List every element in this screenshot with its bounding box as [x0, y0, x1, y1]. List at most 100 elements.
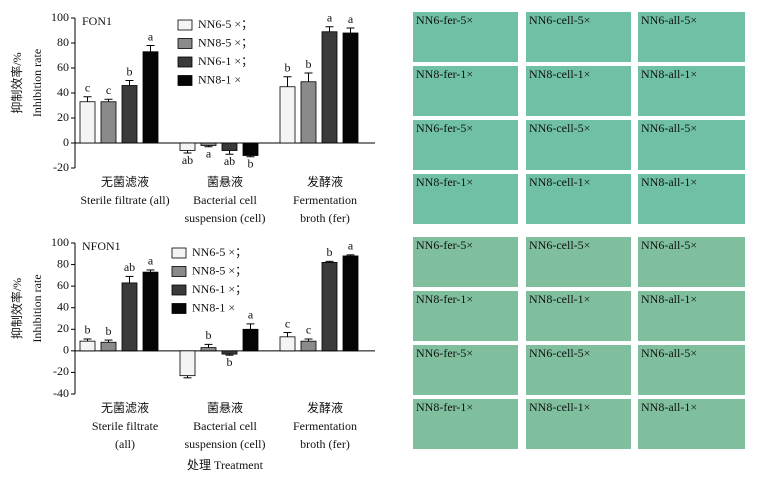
micrograph — [638, 174, 745, 224]
x-tick-label: Fermentation — [293, 193, 357, 207]
micrograph — [638, 291, 745, 341]
micrograph-label: NN8-cell-1× — [529, 292, 590, 306]
bar — [200, 347, 217, 352]
bar — [121, 282, 138, 352]
micrograph — [638, 66, 745, 116]
micrograph-label: NN6-cell-5× — [529, 238, 590, 252]
significance-letter: b — [106, 324, 112, 338]
y-tick-label: 60 — [57, 278, 69, 292]
bar — [142, 51, 159, 144]
x-tick-label: suspension (cell) — [185, 437, 266, 451]
significance-letter: ab — [124, 260, 135, 274]
y-axis-label: Inhibition rate — [30, 274, 44, 342]
x-tick-label: Sterile filtrate (all) — [80, 193, 169, 207]
significance-letter: b — [206, 328, 212, 342]
micrograph-label: NN6-cell-5× — [529, 346, 590, 360]
significance-letter: c — [285, 316, 290, 330]
legend-label: NN6-5 ×； — [198, 17, 253, 31]
x-tick-label: Fermentation — [293, 419, 357, 433]
y-axis-label: 抑制效率/% — [9, 52, 24, 113]
micrograph-label: NN8-all-1× — [641, 175, 697, 189]
micrograph — [638, 120, 745, 170]
micrograph-label: NN6-all-5× — [641, 346, 697, 360]
micrograph — [413, 12, 518, 62]
micrograph-label: NN6-cell-5× — [529, 121, 590, 135]
significance-letter: a — [248, 308, 254, 322]
micrograph-label: NN8-all-1× — [641, 292, 697, 306]
micrograph-label: NN6-fer-5× — [416, 238, 473, 252]
legend-swatch — [177, 19, 193, 31]
bar — [279, 86, 296, 144]
legend-label: NN6-1 ×； — [192, 282, 247, 296]
x-tick-label: broth (fer) — [300, 211, 350, 225]
x-tick-label: 无菌滤液 — [101, 174, 149, 189]
y-tick-label: 80 — [57, 35, 69, 49]
micrograph — [413, 345, 518, 395]
x-tick-label: 发酵液 — [307, 400, 343, 415]
significance-letter: b — [327, 245, 333, 259]
x-tick-label: (all) — [115, 437, 135, 451]
y-tick-label: 40 — [57, 299, 69, 313]
x-axis-label: 处理 Treatment — [187, 458, 264, 472]
bar — [79, 340, 96, 352]
y-axis-label: Inhibition rate — [30, 49, 44, 117]
bar — [121, 85, 138, 144]
legend-swatch — [177, 56, 193, 68]
significance-letter: ab — [182, 153, 193, 167]
bar — [300, 81, 317, 144]
micrograph — [526, 66, 631, 116]
bar — [179, 350, 196, 377]
y-tick-label: 20 — [57, 321, 69, 335]
micrograph — [638, 345, 745, 395]
micrograph — [526, 399, 631, 449]
micrograph-label: NN6-all-5× — [641, 238, 697, 252]
bar — [321, 262, 338, 352]
significance-letter: a — [148, 254, 154, 268]
significance-letter: a — [327, 11, 333, 25]
micrograph-label: NN8-fer-1× — [416, 400, 473, 414]
bar — [142, 271, 159, 352]
x-tick-label: Bacterial cell — [193, 193, 257, 207]
y-tick-label: 100 — [51, 10, 69, 24]
legend-swatch — [171, 247, 187, 259]
x-tick-label: 无菌滤液 — [101, 400, 149, 415]
significance-letter: a — [206, 147, 212, 161]
micrograph — [526, 345, 631, 395]
significance-letter: b — [85, 323, 91, 337]
micrograph — [526, 12, 631, 62]
micrograph — [526, 174, 631, 224]
bar — [221, 350, 238, 355]
bar — [342, 255, 359, 352]
x-tick-label: suspension (cell) — [185, 211, 266, 225]
legend-label: NN6-1 ×； — [198, 54, 253, 68]
micrograph-label: NN8-cell-1× — [529, 400, 590, 414]
legend-label: NN8-1 × — [192, 300, 235, 314]
significance-letter: b — [127, 64, 133, 78]
y-tick-label: 40 — [57, 85, 69, 99]
bar — [279, 336, 296, 352]
micrograph-label: NN6-fer-5× — [416, 13, 473, 27]
legend-swatch — [171, 266, 187, 277]
legend-label: NN6-5 ×； — [192, 245, 247, 259]
micrograph-label: NN6-all-5× — [641, 13, 697, 27]
legend-swatch — [177, 38, 193, 49]
significance-letter: b — [285, 61, 291, 75]
chart-title: FON1 — [82, 14, 112, 28]
legend-swatch — [171, 303, 187, 314]
y-axis-label: 抑制效率/% — [9, 278, 24, 339]
x-tick-label: Sterile filtrate — [92, 419, 158, 433]
micrograph-label: NN8-cell-1× — [529, 175, 590, 189]
significance-letter: c — [106, 83, 111, 97]
bar — [179, 142, 196, 151]
bar — [300, 340, 317, 352]
x-tick-label: 菌悬液 — [207, 400, 243, 415]
significance-letter: c — [85, 81, 90, 95]
micrograph-label: NN8-all-1× — [641, 400, 697, 414]
legend-label: NN8-1 × — [198, 72, 241, 86]
x-tick-label: broth (fer) — [300, 437, 350, 451]
micrograph-label: NN8-fer-1× — [416, 292, 473, 306]
chart-title: NFON1 — [82, 239, 121, 253]
legend-label: NN8-5 ×； — [198, 35, 253, 49]
y-tick-label: 60 — [57, 60, 69, 74]
micrograph — [413, 174, 518, 224]
